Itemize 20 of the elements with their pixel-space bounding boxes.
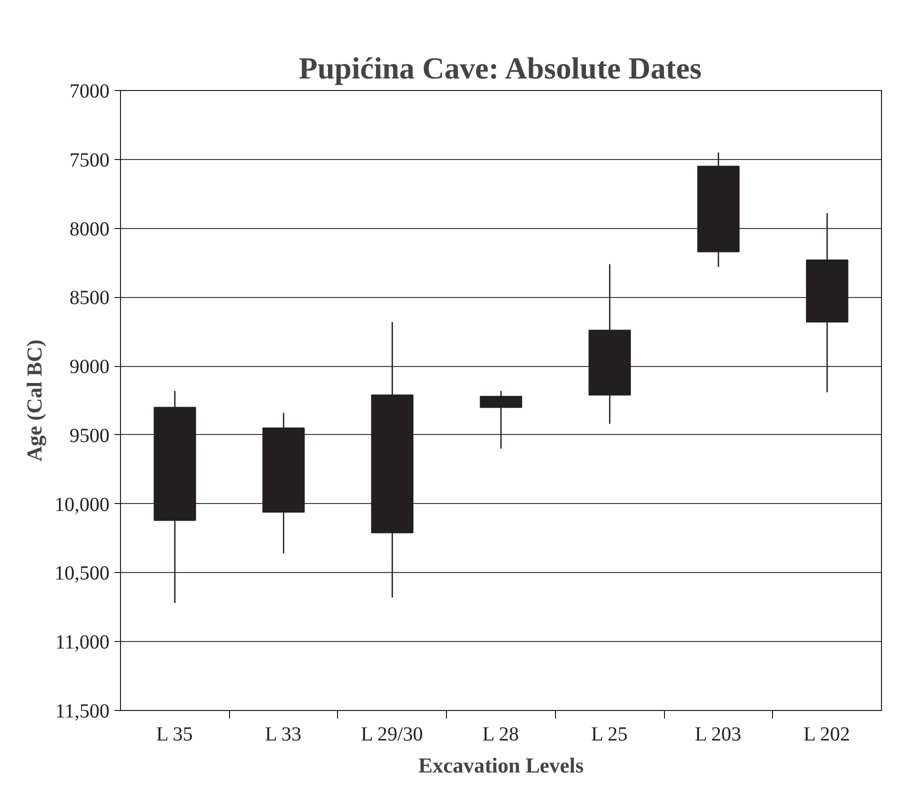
y-tick-label: 7500 [70, 149, 110, 172]
y-tick-label: 10,000 [54, 494, 110, 516]
x-tick-label: L 203 [694, 724, 742, 746]
x-tick-label: L 28 [482, 724, 519, 746]
y-tick-label: 7000 [70, 80, 110, 102]
x-tick-label: L 202 [804, 724, 850, 746]
x-tick-label: L 33 [264, 724, 302, 746]
chart-title: Pupićina Cave: Absolute Dates [298, 52, 702, 86]
x-tick-label: L 25 [591, 724, 628, 746]
y-tick-label: 8000 [70, 218, 110, 240]
y-tick-label: 11,500 [55, 700, 110, 722]
y-tick-label: 11,000 [55, 632, 110, 654]
x-tick-label: L 35 [156, 724, 193, 746]
y-axis-title: Age (Cal BC) [22, 339, 46, 462]
y-tick-label: 9500 [70, 424, 110, 447]
x-axis-title: Excavation Levels [418, 754, 584, 778]
y-tick-label: 8500 [70, 287, 110, 310]
y-tick-label: 10,500 [54, 562, 110, 585]
x-tick-label: L 29/30 [360, 724, 423, 746]
y-tick-label: 9000 [70, 356, 110, 378]
